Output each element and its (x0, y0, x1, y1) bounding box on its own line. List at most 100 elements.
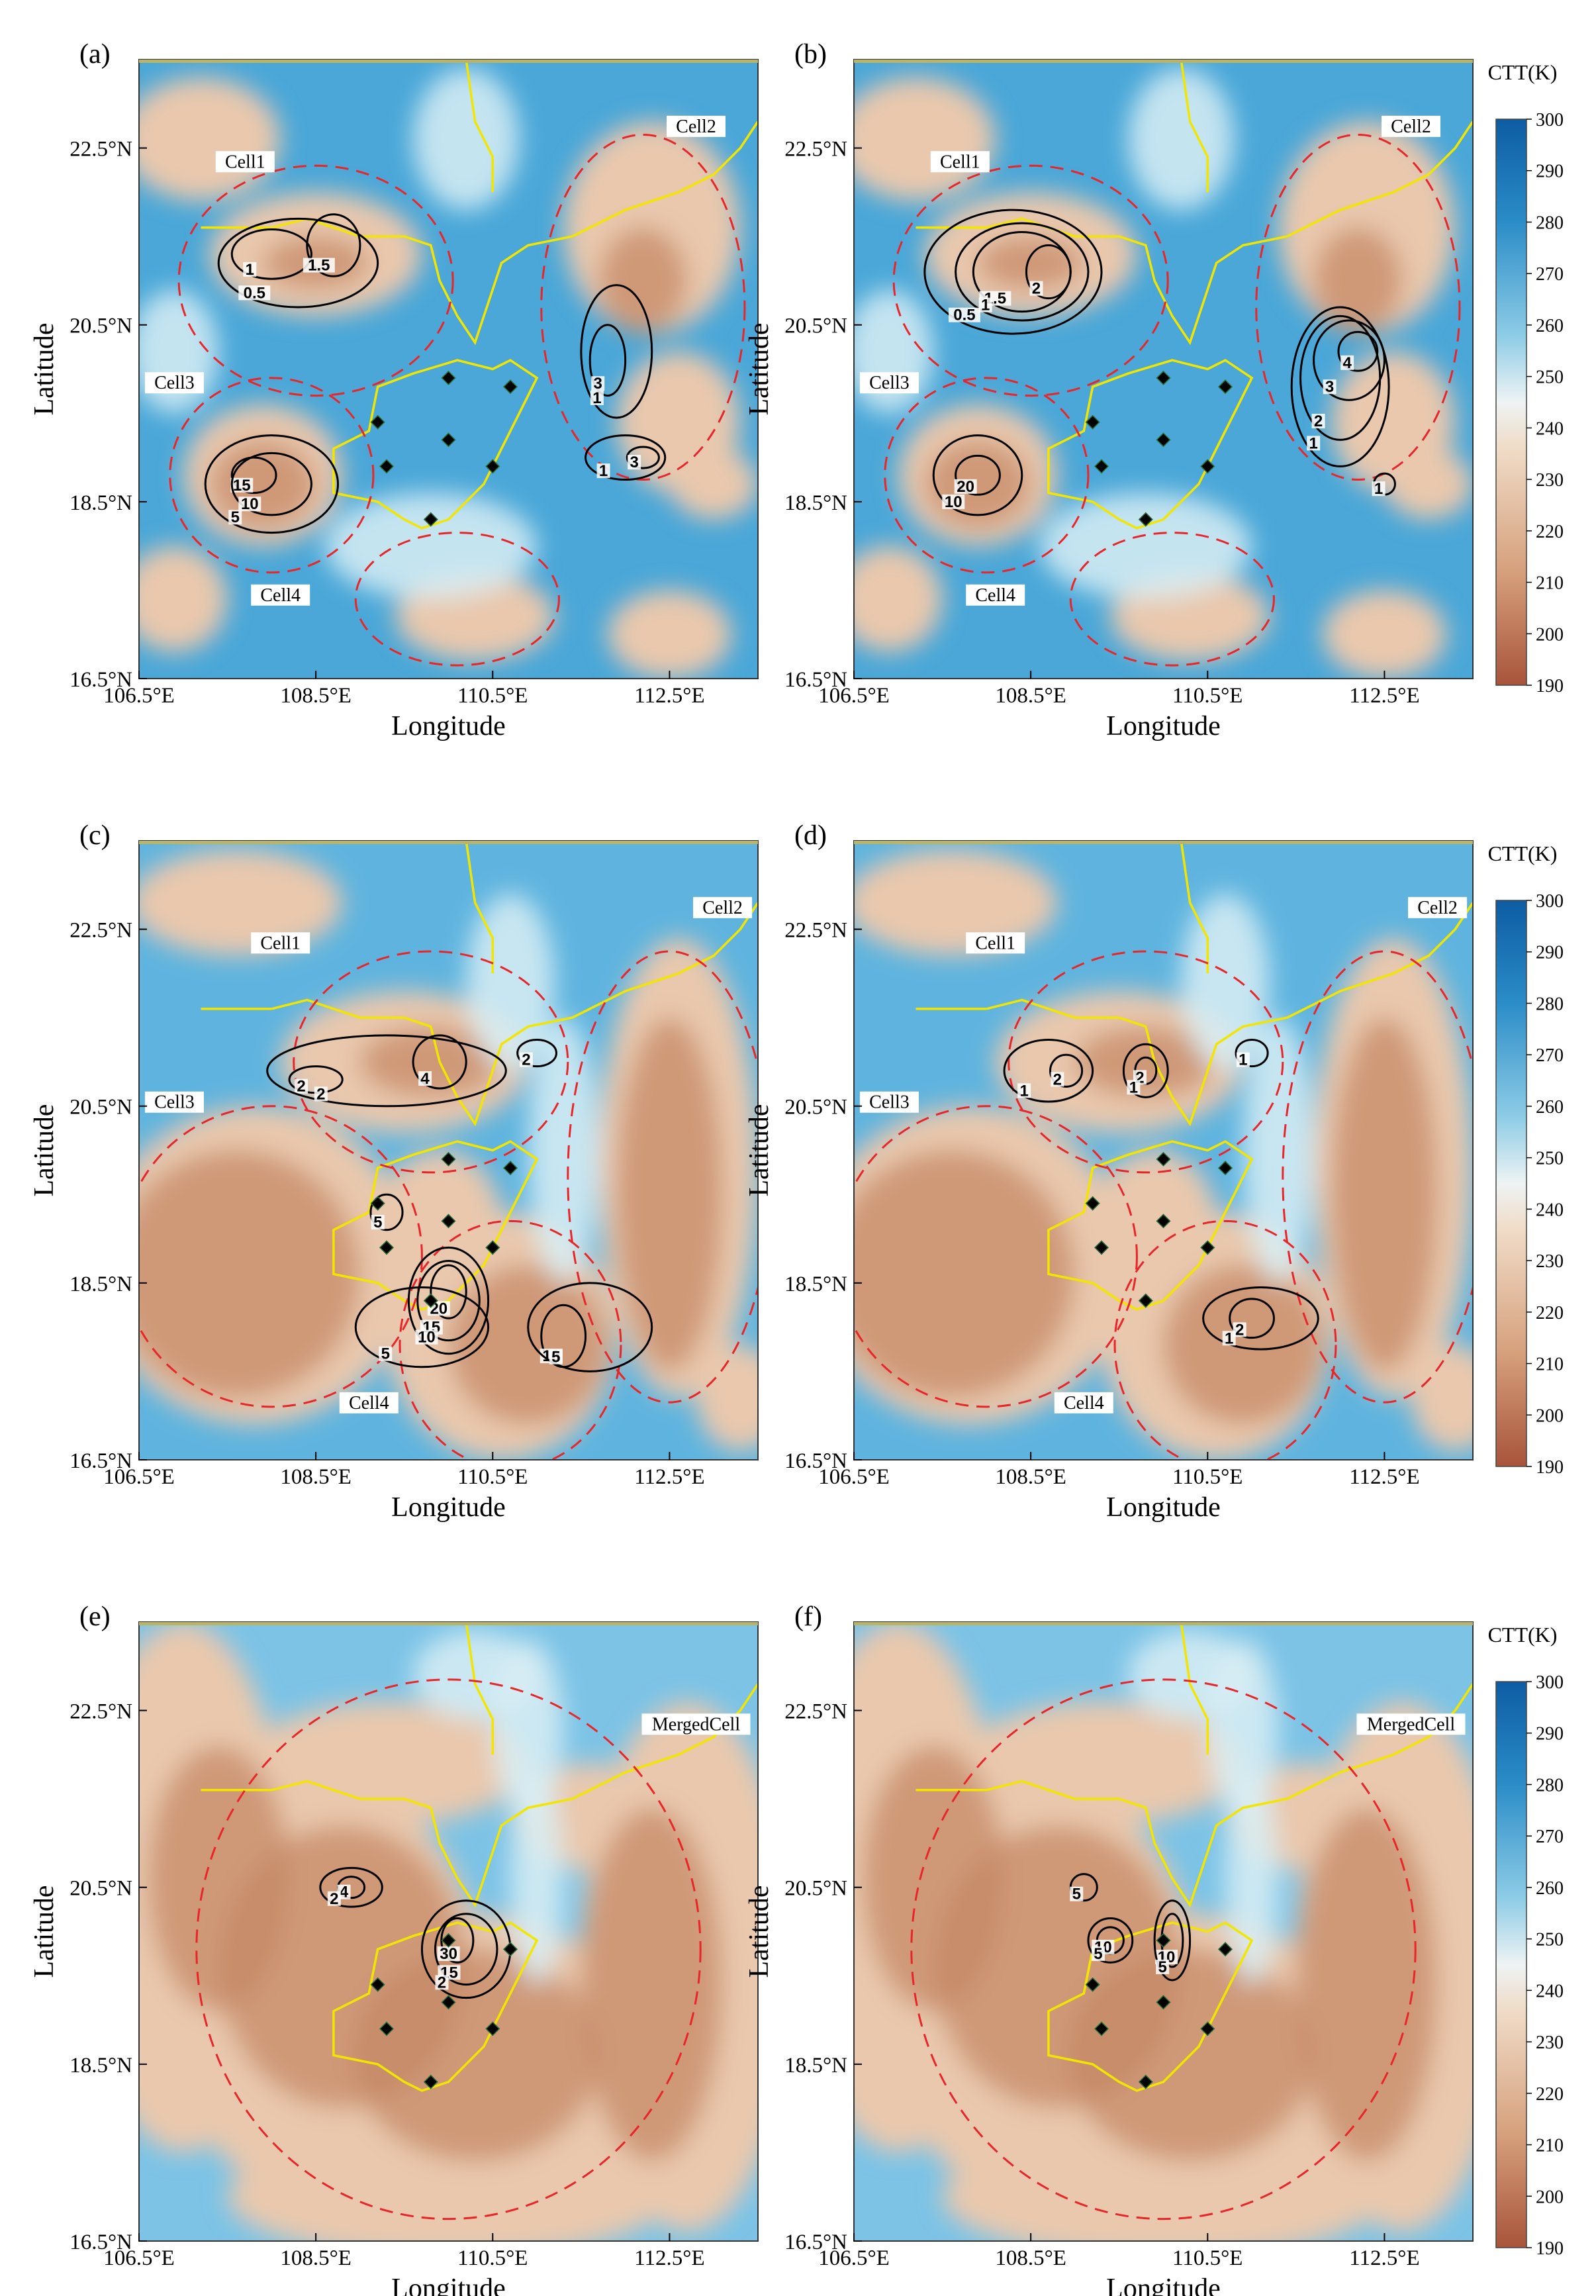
station-marker (441, 370, 456, 385)
station-marker (502, 1161, 518, 1176)
contour-line (266, 1034, 507, 1108)
cell-cell2-tag-bg (1408, 896, 1468, 918)
top-edge (139, 60, 758, 63)
lon-tick-label: 110.5°E (1172, 2246, 1243, 2270)
top-edge (139, 1622, 758, 1625)
cell-cell4-tag-bg (339, 1392, 399, 1413)
contour-line (230, 228, 312, 280)
station-marker (423, 2074, 438, 2089)
station-marker (1094, 459, 1109, 474)
contour-line (580, 284, 653, 419)
station-marker (441, 1933, 456, 1948)
contour-label-bg (549, 1349, 563, 1364)
station-marker (1156, 1933, 1171, 1948)
lon-tick-label: 110.5°E (457, 684, 528, 708)
cell-cell1-tag: Cell1 (940, 152, 980, 172)
cell-cell3-boundary (854, 1105, 1138, 1408)
contour-label: 4 (340, 1884, 349, 1901)
contour-label-bg (1340, 355, 1354, 370)
lat-tick-label: 16.5°N (70, 2230, 132, 2254)
contour-label: 0.5 (953, 307, 975, 324)
contour-label: 5 (373, 1214, 382, 1231)
lat-tick-label: 22.5°N (784, 919, 847, 943)
cell-mergedcell-tag-bg (1356, 1713, 1466, 1735)
colorbar-tick-label: 250 (1536, 367, 1564, 388)
cell-cell4-tag-bg (966, 584, 1025, 606)
coastline (201, 60, 758, 530)
contour-line (1202, 1286, 1319, 1351)
lon-tick-label: 110.5°E (1172, 684, 1243, 708)
contour-line (369, 1193, 404, 1231)
ctt-field (139, 841, 758, 1460)
station-marker (379, 459, 395, 474)
lat-tick-label: 22.5°N (70, 138, 132, 162)
contour-label-bg (238, 497, 261, 512)
cell-cell3-tag: Cell3 (869, 1092, 910, 1113)
contour-label: 5 (1072, 1886, 1081, 1903)
contour-label: 3 (1325, 378, 1334, 396)
lon-tick-label: 106.5°E (103, 1465, 175, 1489)
lat-tick-label: 18.5°N (70, 491, 132, 515)
contour-label-bg (1372, 481, 1385, 497)
contour-label-bg (418, 1071, 432, 1086)
contour-label: 1.5 (308, 257, 330, 275)
contour-line (1153, 1899, 1192, 1982)
cell-cell2-tag: Cell2 (676, 117, 716, 137)
lon-tick-label: 110.5°E (457, 1465, 528, 1489)
contour-label: 1 (1239, 1051, 1247, 1069)
station-marker (1138, 2074, 1153, 2089)
contour-label-bg (303, 258, 335, 273)
lon-tick-label: 112.5°E (1349, 684, 1419, 708)
lon-tick-label: 110.5°E (457, 2246, 528, 2270)
contour-label: 4 (420, 1070, 430, 1088)
colorbar-tick-label: 190 (1536, 2238, 1564, 2259)
colorbar-tick-label: 240 (1536, 1981, 1564, 2001)
contour-line (430, 1264, 467, 1319)
x-axis-title: Longitude (391, 711, 506, 741)
contour-label-bg (591, 376, 605, 391)
colorbar-tick-label: 300 (1536, 1672, 1564, 1693)
station-marker (502, 379, 518, 395)
cell-cell1-tag-bg (215, 151, 275, 173)
contour-label: 1 (246, 261, 254, 279)
y-axis-title: Latitude (29, 323, 60, 416)
contour-label-bg (295, 1078, 308, 1094)
colorbar-tick-label: 300 (1536, 110, 1564, 130)
colorbar (1495, 119, 1527, 686)
top-edge (854, 841, 1473, 844)
contour-label-bg (978, 297, 992, 312)
colorbar-tick-label: 210 (1536, 1355, 1564, 1375)
contour-label-bg (1017, 1083, 1031, 1098)
cell-mergedcell-boundary (195, 1678, 702, 2221)
y-axis-title: Latitude (744, 1104, 775, 1197)
cell-cell2-tag-bg (1382, 115, 1440, 137)
cell-cell4-boundary (1113, 1220, 1337, 1460)
contour-line (230, 452, 312, 516)
station-marker (1156, 1151, 1171, 1167)
lat-tick-label: 22.5°N (70, 919, 132, 943)
cell-cell3-tag: Cell3 (154, 1092, 195, 1113)
y-axis-title: Latitude (29, 1104, 60, 1197)
cell-cell1-tag: Cell1 (225, 152, 265, 172)
station-marker (1200, 459, 1215, 474)
colorbar-tick-label: 290 (1536, 1724, 1564, 1745)
station-marker (1138, 512, 1153, 527)
contour-line (306, 213, 361, 277)
contour-label: 2 (1235, 1321, 1244, 1339)
contour-label-bg (1051, 1072, 1064, 1087)
contour-line (1087, 1917, 1134, 1964)
cell-cell2-boundary (567, 950, 758, 1404)
colorbar-tick-label: 240 (1536, 418, 1564, 439)
cell-cell2-boundary (1282, 950, 1473, 1404)
station-marker (1085, 1196, 1100, 1211)
colorbar-title: CTT(K) (1488, 1623, 1558, 1647)
cell-cell4-tag-bg (1054, 1392, 1113, 1413)
station-marker (441, 1995, 456, 2010)
contour-label-bg (1233, 1322, 1246, 1337)
cell-cell1-boundary (177, 164, 454, 397)
cell-cell2-boundary (540, 134, 746, 481)
contour-line (319, 1866, 383, 1908)
contour-label: 0.5 (244, 284, 265, 302)
panel-label: (d) (794, 820, 827, 851)
